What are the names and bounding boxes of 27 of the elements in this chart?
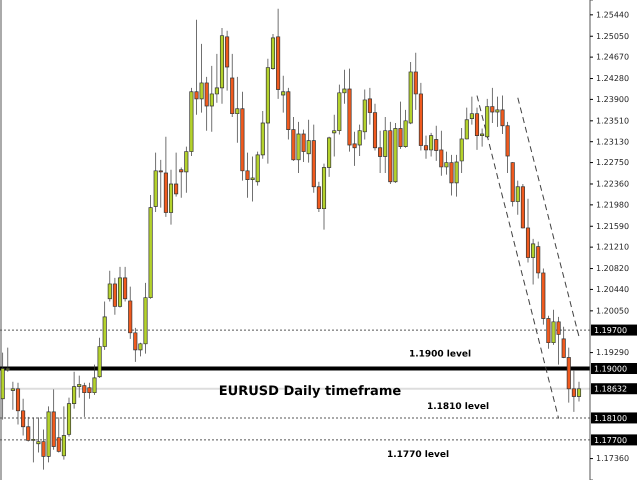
y-tick-label: 1.25050 (596, 32, 630, 41)
y-tick-label: 1.23900 (596, 94, 630, 104)
y-tick-label: 1.21980 (596, 200, 630, 210)
ref-line-label: 1.18100 (594, 414, 628, 423)
ref-line-label: 1.18632 (594, 384, 628, 394)
ref-line-label: 1.19700 (594, 326, 628, 336)
y-tick-label: 1.20820 (596, 264, 630, 274)
annotation: 1.1900 level (408, 350, 472, 360)
text: EURUSD Daily timeframe (218, 384, 402, 399)
y-tick-label: 1.23510 (596, 116, 630, 126)
y-tick-label: 1.20440 (596, 284, 630, 294)
y-tick-label: 1.23130 (596, 137, 630, 146)
y-tick-label: 1.24280 (596, 74, 630, 84)
annotation: 1.1770 level (386, 450, 450, 460)
y-tick-label: 1.17360 (596, 454, 630, 464)
y-tick-label: 1.21210 (596, 242, 630, 252)
ref-line-label: 1.17700 (594, 436, 628, 445)
y-tick-label: 1.19290 (596, 348, 630, 358)
y-tick-label: 1.25440 (596, 10, 630, 20)
y-tick-label: 1.24670 (596, 52, 630, 62)
y-tick-label: 1.22360 (596, 180, 630, 189)
y-tick-label: 1.21590 (596, 222, 630, 231)
line-series (517, 97, 580, 338)
y-tick-label: 1.22750 (596, 158, 630, 168)
annotation: 1.1810 level (426, 402, 490, 412)
y-tick-label: 1.20050 (596, 306, 630, 316)
ref-line-label: 1.19000 (594, 364, 628, 374)
